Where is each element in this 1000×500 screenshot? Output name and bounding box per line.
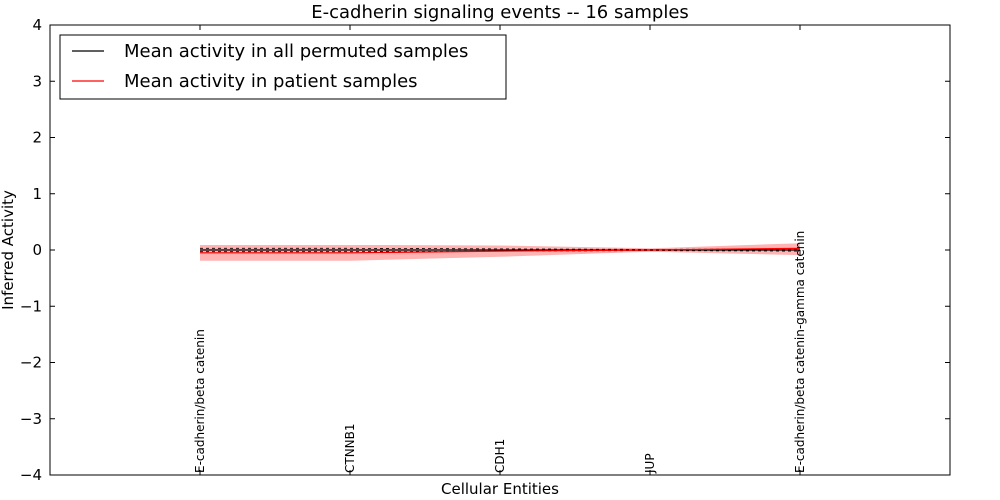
legend: Mean activity in all permuted samples Mea… [59, 34, 507, 100]
band-patient [200, 243, 800, 261]
y-tick-label: −1 [20, 297, 42, 315]
y-tick-label: 1 [32, 185, 42, 203]
x-axis-label: Cellular Entities [441, 480, 559, 498]
x-tick-label: JUP [643, 453, 657, 474]
y-tick-label: 2 [32, 129, 42, 147]
y-tick-label: −4 [20, 466, 42, 484]
y-tick-label: −2 [20, 354, 42, 372]
y-tick-label: −3 [20, 410, 42, 428]
x-tick-label: CTNNB1 [343, 423, 357, 473]
legend-box [59, 34, 507, 100]
series-line-patient [200, 247, 801, 254]
x-tick-label: CDH1 [493, 439, 507, 473]
legend-label-permuted: Mean activity in all permuted samples [124, 41, 468, 62]
chart-title: E-cadherin signaling events -- 16 sample… [311, 2, 689, 23]
y-tick-label: 0 [32, 241, 42, 259]
y-axis-label: Inferred Activity [0, 190, 17, 310]
x-tick-label: E-cadherin/beta catenin [193, 329, 207, 473]
x-tick-label: E-cadherin/beta catenin-gamma catenin [793, 231, 807, 473]
y-tick-label: 4 [32, 16, 42, 34]
y-tick-label: 3 [32, 72, 42, 90]
legend-label-patient: Mean activity in patient samples [124, 71, 418, 92]
